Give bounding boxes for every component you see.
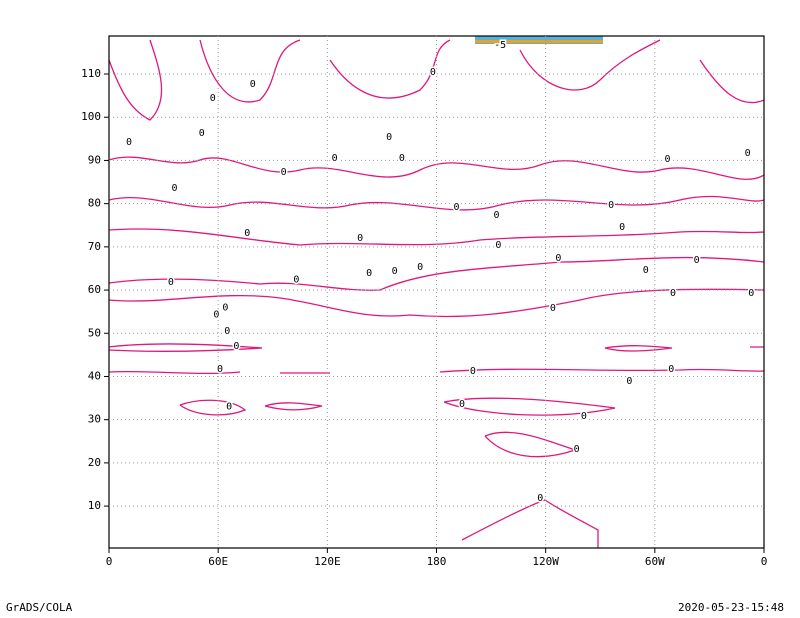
contour-label: 0 — [494, 210, 500, 221]
contour-label: 0 — [748, 288, 754, 299]
contour-label: 0 — [417, 262, 423, 273]
y-tick-label: 100 — [81, 110, 101, 123]
footer-right: 2020-05-23-15:48 — [678, 601, 784, 614]
x-tick-label: 60W — [645, 555, 665, 568]
y-tick-label: 50 — [88, 326, 101, 339]
x-tick-label: 180 — [427, 555, 447, 568]
contour-label: 0 — [537, 493, 543, 504]
contour-label: 0 — [244, 228, 250, 239]
contour-label: 0 — [226, 402, 232, 413]
contour-label: 0 — [250, 79, 256, 90]
contour-label: 0 — [608, 200, 614, 211]
contour-label: 0 — [430, 67, 436, 78]
contour-label: 0 — [224, 326, 230, 337]
contour-label: 0 — [643, 265, 649, 276]
y-tick-label: 10 — [88, 499, 101, 512]
contour-label: 0 — [213, 309, 219, 320]
contour-label: 0 — [222, 302, 228, 313]
x-tick-label: 120E — [314, 555, 341, 568]
contour-label: 0 — [332, 153, 338, 164]
contour-label: 0 — [217, 364, 223, 375]
contour-label: -5 — [494, 40, 506, 51]
contour-label: 0 — [665, 154, 671, 165]
contour-label: 0 — [386, 132, 392, 143]
contour-label: 0 — [626, 376, 632, 387]
y-tick-label: 40 — [88, 369, 101, 382]
contour-label: 0 — [126, 137, 132, 148]
y-tick-label: 20 — [88, 456, 101, 469]
y-tick-label: 30 — [88, 413, 101, 426]
footer-left: GrADS/COLA — [6, 601, 73, 614]
x-tick-label: 0 — [106, 555, 113, 568]
contour-label: 0 — [210, 93, 216, 104]
x-tick-label: 0 — [761, 555, 768, 568]
contour-label: 0 — [168, 277, 174, 288]
contour-label: 0 — [171, 183, 177, 194]
contour-label: 0 — [399, 153, 405, 164]
contour-label: 0 — [574, 444, 580, 455]
contour-label: 0 — [470, 366, 476, 377]
contour-label: 0 — [619, 222, 625, 233]
y-tick-label: 90 — [88, 153, 101, 166]
contour-label: 0 — [495, 240, 501, 251]
contour-label: 0 — [366, 268, 372, 279]
contour-label: 0 — [357, 233, 363, 244]
x-tick-label: 120W — [532, 555, 559, 568]
contour-label: 0 — [555, 253, 561, 264]
contour-label: 0 — [670, 288, 676, 299]
contour-label: 0 — [550, 303, 556, 314]
contour-label: 0 — [745, 148, 751, 159]
y-tick-label: 80 — [88, 197, 101, 210]
contour-label: 0 — [233, 341, 239, 352]
y-tick-label: 110 — [81, 67, 101, 80]
contour-label: 0 — [581, 411, 587, 422]
contour-label: 0 — [668, 364, 674, 375]
x-tick-label: 60E — [208, 555, 228, 568]
y-tick-label: 70 — [88, 240, 101, 253]
contour-label: 0 — [293, 274, 299, 285]
y-tick-label: 60 — [88, 283, 101, 296]
contour-label: 0 — [199, 128, 205, 139]
contour-label: 0 — [694, 255, 700, 266]
contour-lines — [108, 36, 765, 548]
contour-label: 0 — [453, 202, 459, 213]
contour-label: 0 — [392, 266, 398, 277]
contour-label: 0 — [459, 399, 465, 410]
contour-label: 0 — [281, 167, 287, 178]
